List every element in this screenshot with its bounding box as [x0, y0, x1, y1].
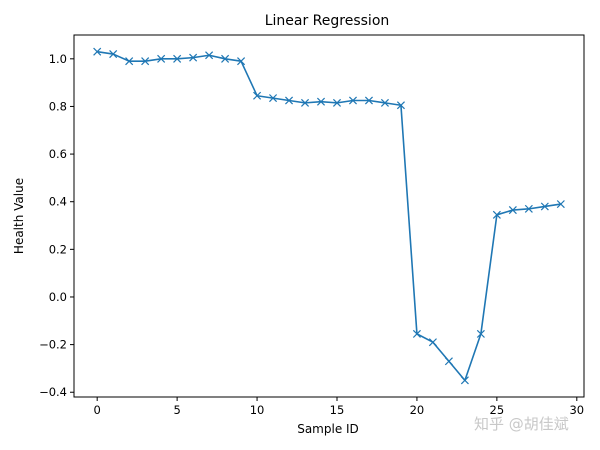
- data-point-marker: [364, 96, 373, 105]
- y-tick-label: 0.0: [49, 290, 67, 304]
- data-point-marker: [316, 97, 326, 106]
- x-tick-label: 30: [569, 403, 584, 417]
- data-point-marker: [460, 376, 469, 385]
- data-point-marker: [348, 96, 358, 105]
- data-point-marker: [380, 98, 389, 107]
- data-point-marker: [428, 338, 437, 347]
- data-point-marker: [189, 53, 198, 62]
- y-axis: −0.4 −0.2 0.0 0.2 0.4 0.6 0.8 1.0: [39, 52, 74, 399]
- y-axis-label: Health Value: [12, 178, 26, 254]
- data-point-marker: [125, 57, 134, 66]
- y-tick-label: −0.4: [39, 385, 67, 399]
- y-tick-label: 0.2: [49, 242, 67, 256]
- x-tick-label: 10: [250, 403, 265, 417]
- data-point-marker: [508, 206, 517, 215]
- x-tick-label: 5: [173, 403, 180, 417]
- data-point-marker: [524, 204, 533, 213]
- watermark: 知乎 @胡佳斌: [474, 415, 569, 433]
- series-line: [97, 50, 561, 382]
- data-point-marker: [221, 54, 230, 63]
- data-point-marker: [285, 96, 294, 105]
- x-tick-label: 25: [490, 403, 505, 417]
- data-point-marker: [556, 200, 565, 209]
- data-point-marker: [109, 50, 118, 59]
- x-axis-label: Sample ID: [297, 422, 359, 436]
- data-point-marker: [173, 54, 182, 63]
- data-point-marker: [157, 54, 166, 63]
- data-point-marker: [492, 210, 501, 219]
- x-tick-label: 20: [410, 403, 425, 417]
- x-tick-label: 0: [94, 403, 101, 417]
- y-tick-label: 0.8: [49, 99, 67, 113]
- data-point-marker: [476, 329, 485, 338]
- x-tick-label: 15: [330, 403, 345, 417]
- data-point-marker: [396, 101, 405, 110]
- data-point-marker: [444, 357, 453, 366]
- data-point-marker: [332, 98, 342, 107]
- data-point-marker: [141, 57, 150, 66]
- data-point-marker: [93, 47, 102, 56]
- data-point-marker: [540, 202, 549, 211]
- y-tick-label: 0.6: [49, 147, 67, 161]
- data-point-marker: [412, 329, 421, 338]
- x-axis: 0 5 10 15 20 25 30: [94, 397, 584, 417]
- plot-frame: [73, 34, 585, 398]
- y-tick-label: 0.4: [49, 195, 67, 209]
- data-point-marker: [269, 94, 278, 103]
- data-point-marker: [205, 51, 214, 60]
- y-tick-label: 1.0: [49, 52, 67, 66]
- data-point-marker: [237, 57, 246, 66]
- plot-area: [93, 47, 565, 385]
- chart-title: Linear Regression: [265, 13, 390, 29]
- data-point-marker: [300, 98, 310, 107]
- y-tick-label: −0.2: [39, 338, 67, 352]
- data-point-marker: [253, 91, 262, 100]
